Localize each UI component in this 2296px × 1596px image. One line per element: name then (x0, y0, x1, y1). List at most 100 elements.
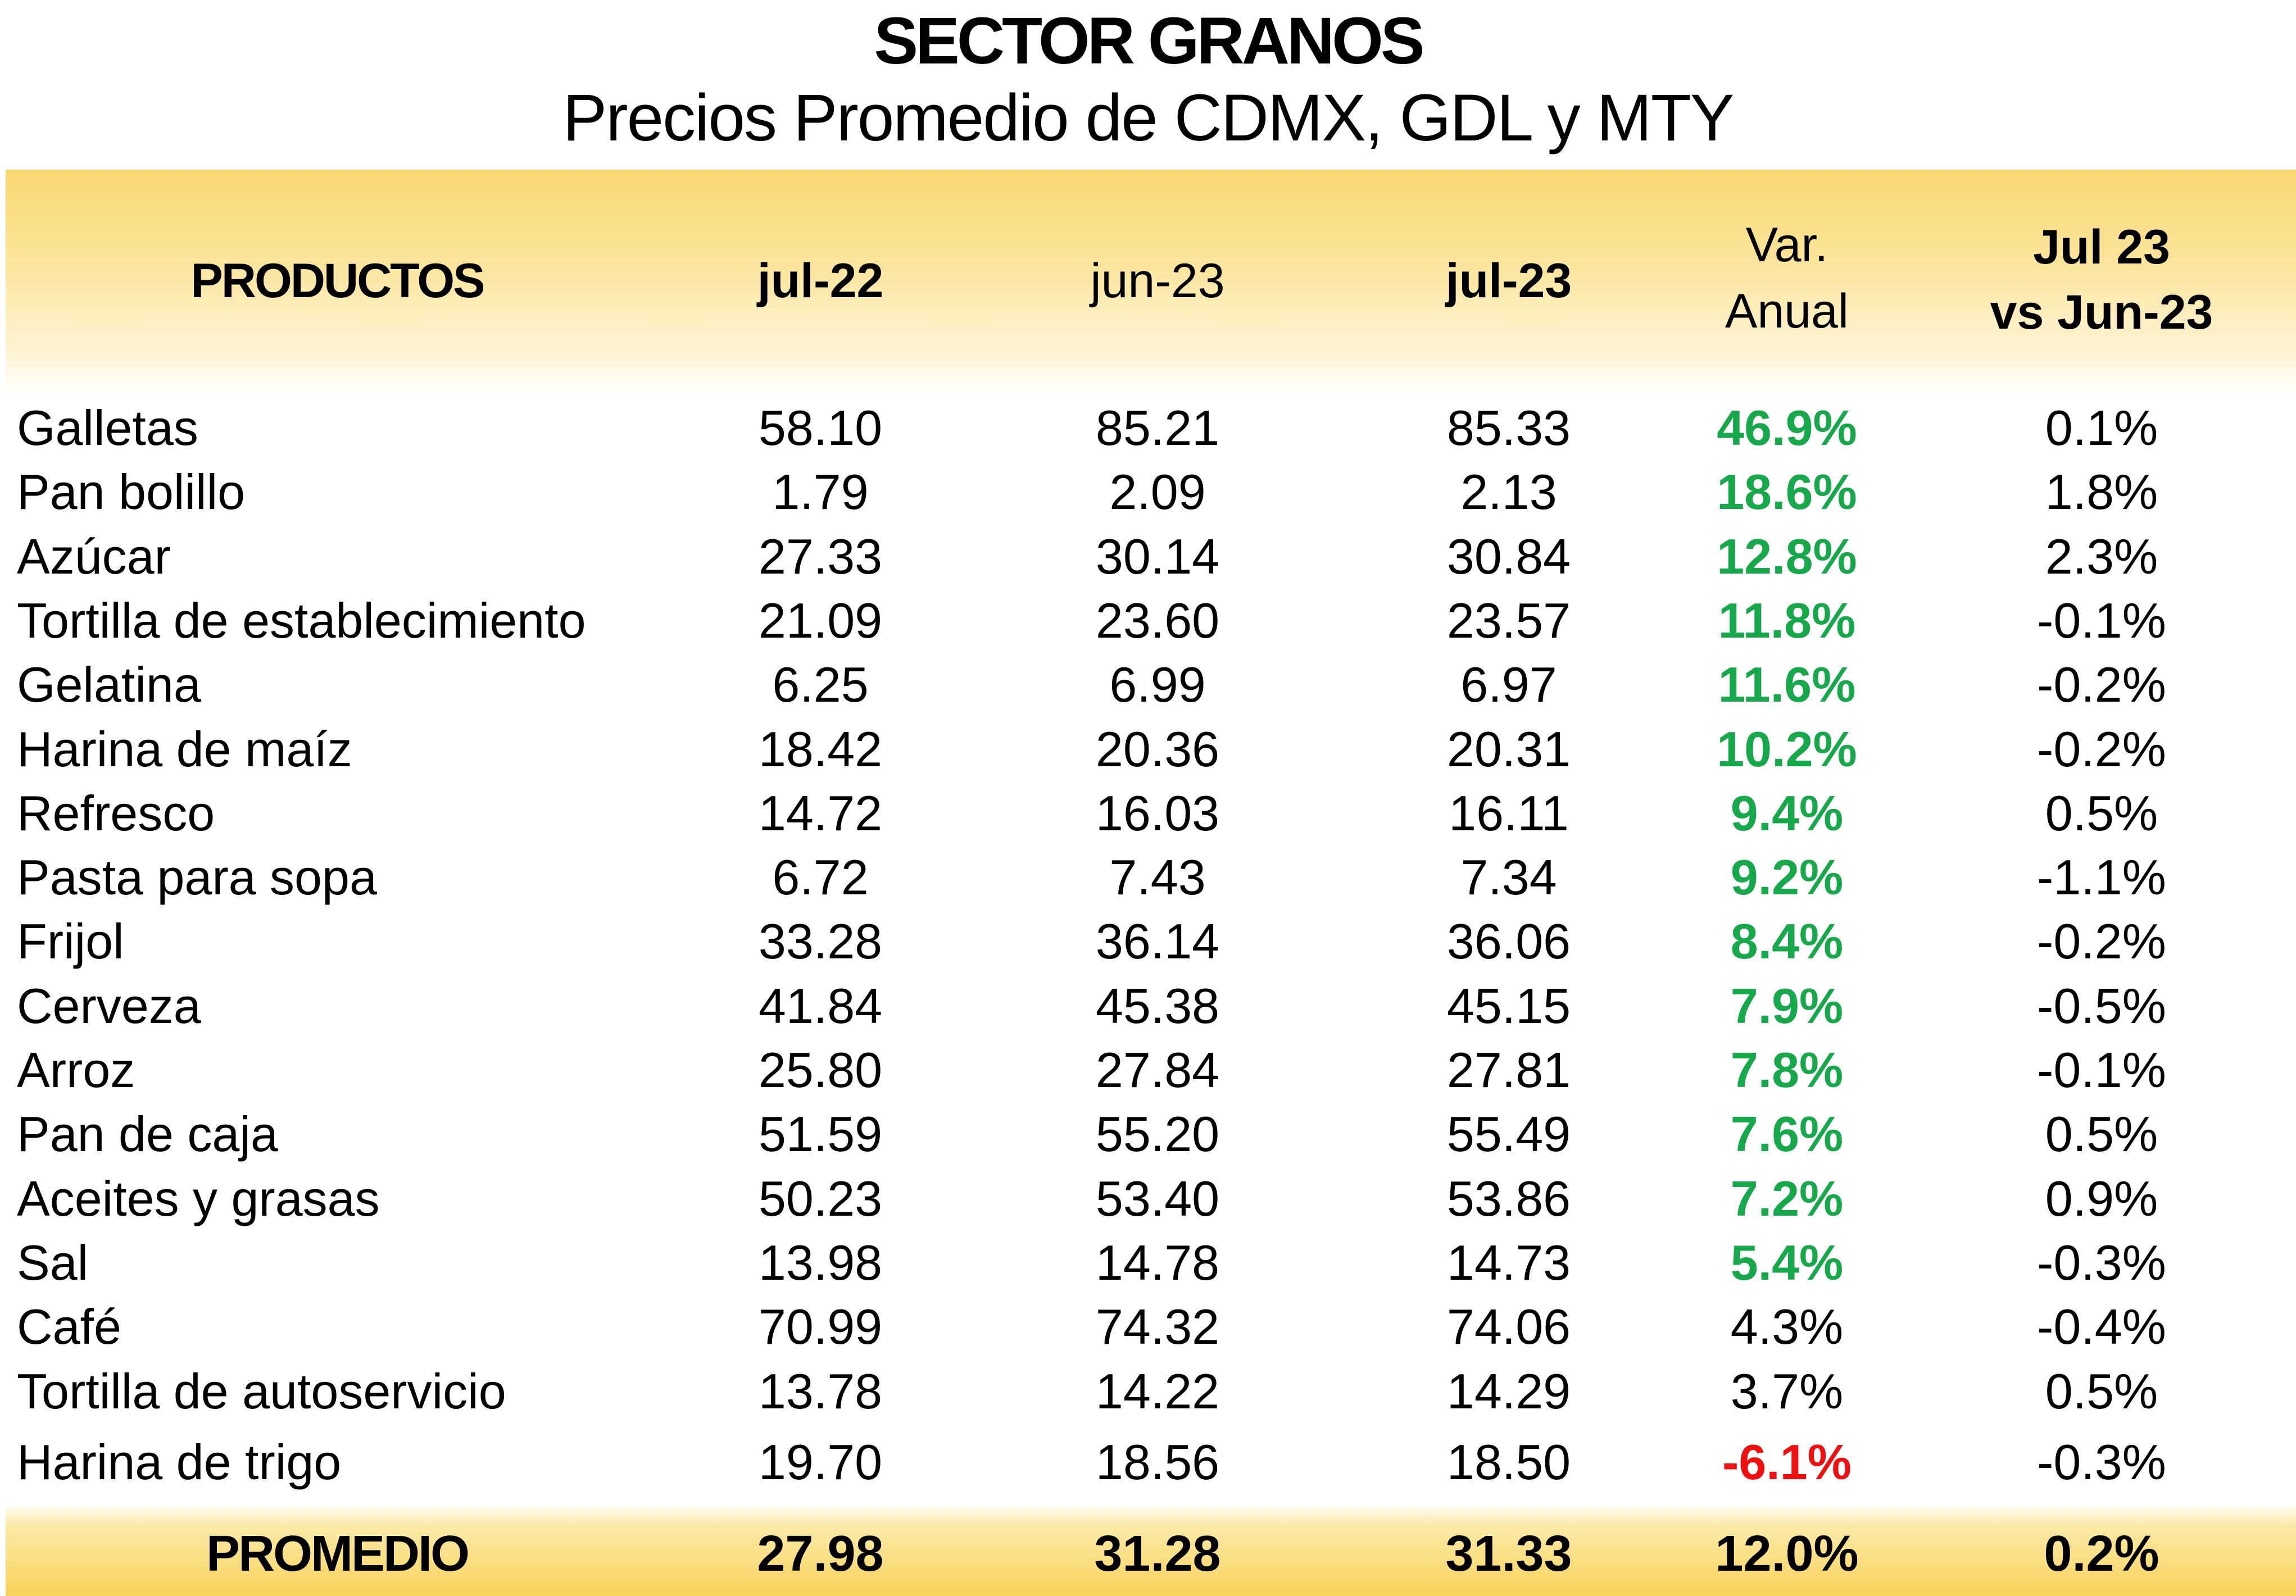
value-var-anual: 7.6% (1730, 1106, 1844, 1162)
header-jun-23: jun-23 (1090, 254, 1225, 308)
value-jun-23: 14.22 (1095, 1363, 1220, 1419)
value-jul23-vs-jun23: -0.2% (2037, 721, 2166, 777)
value-jul-22: 41.84 (758, 977, 883, 1034)
value-jun-23: 6.99 (1109, 657, 1206, 713)
value-jul23-vs-jun23: 0.9% (2045, 1170, 2158, 1226)
product-name: Harina de maíz (17, 721, 352, 777)
value-jun-23: 30.14 (1095, 528, 1220, 584)
value-jul23-vs-jun23: -0.3% (2037, 1234, 2166, 1290)
value-var-anual: 9.2% (1730, 849, 1844, 906)
value-jul-22: 19.70 (758, 1434, 883, 1490)
footer-jul23-vs-jun23: 0.2% (2044, 1526, 2159, 1582)
value-jul-23: 6.97 (1460, 657, 1557, 713)
product-name: Azúcar (17, 528, 171, 584)
value-jul-23: 20.31 (1446, 721, 1571, 777)
table-title: SECTOR GRANOS (874, 4, 1424, 78)
value-var-anual: 7.8% (1730, 1042, 1844, 1098)
value-jul-23: 18.50 (1446, 1434, 1571, 1490)
product-name: Harina de trigo (17, 1434, 342, 1490)
value-var-anual: 7.2% (1730, 1170, 1844, 1226)
product-name: Tortilla de autoservicio (17, 1363, 506, 1419)
product-name: Gelatina (17, 657, 201, 713)
header-band (6, 170, 2296, 394)
value-jul23-vs-jun23: 0.5% (2045, 785, 2158, 841)
value-var-anual: 18.6% (1717, 464, 1857, 520)
value-jul-23: 16.11 (1449, 785, 1569, 841)
value-jul-23: 23.57 (1446, 592, 1571, 648)
product-name: Pasta para sopa (17, 849, 377, 906)
footer-jul-23: 31.33 (1445, 1526, 1572, 1582)
value-jul-22: 25.80 (758, 1042, 883, 1098)
header-mom-line2: vs Jun-23 (1990, 285, 2213, 339)
footer-var-anual: 12.0% (1715, 1526, 1859, 1582)
value-jun-23: 45.38 (1095, 977, 1220, 1034)
value-jul-22: 6.25 (772, 657, 869, 713)
header-var-line2: Anual (1725, 284, 1849, 338)
value-jul-22: 33.28 (758, 913, 883, 970)
value-jun-23: 18.56 (1095, 1434, 1220, 1490)
product-name: Sal (17, 1234, 89, 1290)
value-jul-23: 27.81 (1446, 1042, 1571, 1098)
value-jul-22: 13.78 (758, 1363, 883, 1419)
product-name: Galletas (17, 400, 198, 456)
value-jun-23: 16.03 (1095, 785, 1220, 841)
header-jul-22: jul-22 (757, 254, 884, 308)
product-name: Refresco (17, 785, 215, 841)
value-jul-22: 6.72 (772, 849, 869, 906)
value-jun-23: 7.43 (1109, 849, 1206, 906)
footer-jul-22: 27.98 (757, 1526, 884, 1582)
product-name: Aceites y grasas (17, 1170, 380, 1226)
product-name: Frijol (17, 913, 124, 970)
value-jul-23: 55.49 (1446, 1106, 1571, 1162)
value-jul23-vs-jun23: 0.5% (2045, 1106, 2158, 1162)
value-jul23-vs-jun23: -0.2% (2037, 657, 2166, 713)
product-name: Arroz (17, 1042, 135, 1098)
value-jul-22: 58.10 (758, 400, 883, 456)
value-var-anual: 10.2% (1717, 721, 1857, 777)
header-var-line1: Var. (1745, 218, 1828, 272)
product-name: Cerveza (17, 977, 201, 1034)
value-jun-23: 20.36 (1095, 721, 1220, 777)
value-jul23-vs-jun23: -1.1% (2037, 849, 2166, 906)
value-var-anual: 3.7% (1730, 1363, 1844, 1419)
value-var-anual: 7.9% (1730, 977, 1844, 1034)
value-jul23-vs-jun23: 1.8% (2045, 464, 2158, 520)
value-jun-23: 14.78 (1095, 1234, 1220, 1290)
value-jul-22: 18.42 (758, 721, 883, 777)
value-jul-22: 70.99 (758, 1299, 883, 1355)
value-jul-23: 14.29 (1446, 1363, 1571, 1419)
value-jul23-vs-jun23: -0.4% (2037, 1299, 2166, 1355)
value-jun-23: 85.21 (1095, 400, 1220, 456)
value-jun-23: 55.20 (1095, 1106, 1220, 1162)
value-jul-23: 53.86 (1446, 1170, 1571, 1226)
value-jul23-vs-jun23: -0.1% (2037, 1042, 2166, 1098)
value-jul23-vs-jun23: 0.5% (2045, 1363, 2158, 1419)
value-var-anual: 46.9% (1717, 400, 1857, 456)
value-jun-23: 74.32 (1095, 1299, 1220, 1355)
value-jul-22: 1.79 (772, 464, 869, 520)
value-jun-23: 23.60 (1095, 592, 1220, 648)
value-var-anual: -6.1% (1722, 1434, 1852, 1490)
value-jun-23: 2.09 (1109, 464, 1206, 520)
product-name: Pan bolillo (17, 464, 246, 520)
value-jul23-vs-jun23: -0.2% (2037, 913, 2166, 970)
value-jul23-vs-jun23: -0.3% (2037, 1434, 2166, 1490)
value-jul23-vs-jun23: 0.1% (2045, 400, 2158, 456)
value-jul-22: 27.33 (758, 528, 883, 584)
value-jun-23: 36.14 (1095, 913, 1220, 970)
product-name: Café (17, 1299, 121, 1355)
value-jul-23: 45.15 (1446, 977, 1571, 1034)
value-jul23-vs-jun23: -0.1% (2037, 592, 2166, 648)
value-jul-22: 14.72 (758, 785, 883, 841)
value-jul-23: 2.13 (1460, 464, 1557, 520)
value-var-anual: 8.4% (1730, 913, 1844, 970)
product-name: Pan de caja (17, 1106, 278, 1162)
value-jul-22: 51.59 (758, 1106, 883, 1162)
footer-band (6, 1506, 2296, 1596)
header-jul-23: jul-23 (1445, 254, 1572, 308)
value-var-anual: 9.4% (1730, 785, 1844, 841)
value-var-anual: 4.3% (1730, 1299, 1844, 1355)
value-jul-22: 50.23 (758, 1170, 883, 1226)
header-mom-line1: Jul 23 (2033, 220, 2170, 274)
value-var-anual: 12.8% (1717, 528, 1857, 584)
